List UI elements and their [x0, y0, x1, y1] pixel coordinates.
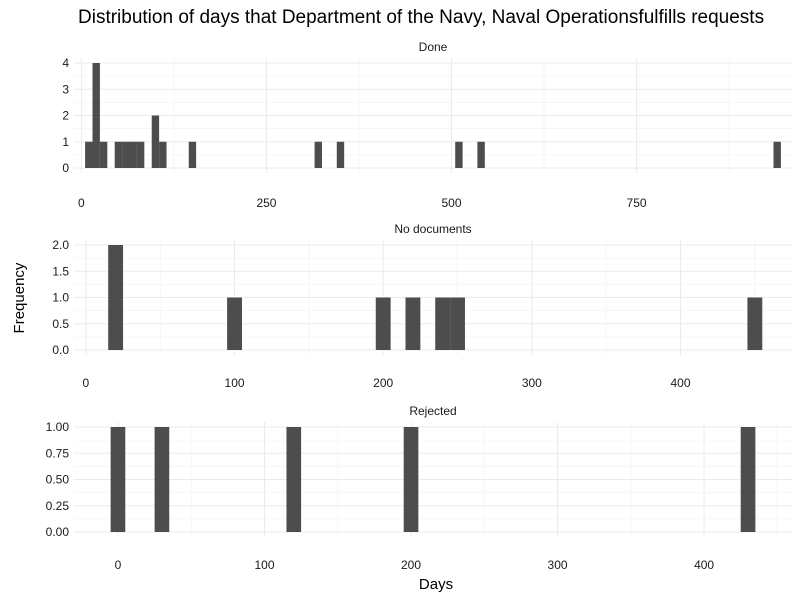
x-tick-label: 300	[522, 376, 542, 390]
x-tick-label: 400	[670, 376, 690, 390]
y-tick-label: 0.50	[46, 473, 70, 487]
y-tick-label: 1	[62, 135, 69, 149]
facet-strip-label: Rejected	[409, 404, 456, 418]
y-tick-label: 1.5	[52, 264, 69, 278]
histogram-bar	[740, 427, 756, 532]
y-tick-label: 4	[62, 56, 69, 70]
facet-strip-label: No documents	[394, 222, 471, 236]
histogram-bar	[122, 141, 130, 168]
x-tick-label: 100	[225, 376, 245, 390]
y-tick-label: 0.75	[46, 446, 70, 460]
histogram-bar	[227, 297, 242, 350]
x-tick-label: 0	[83, 376, 90, 390]
histogram-bar	[403, 427, 419, 532]
histogram-bar	[151, 115, 160, 168]
y-tick-label: 0	[62, 161, 69, 175]
x-tick-label: 500	[441, 196, 461, 210]
x-tick-label: 200	[373, 376, 393, 390]
chart-title: Distribution of days that Department of …	[78, 7, 764, 28]
histogram-bar	[773, 141, 781, 168]
x-tick-label: 300	[548, 558, 568, 572]
y-tick-label: 0.5	[52, 317, 69, 331]
histogram-bar	[435, 297, 451, 350]
histogram-bar	[477, 141, 485, 168]
x-tick-label: 750	[627, 196, 647, 210]
facet-panel-0: Done 0 250 500 750 0 1 2 3 4	[62, 40, 792, 210]
y-tick-label: 3	[62, 82, 69, 96]
x-tick-label: 400	[694, 558, 714, 572]
histogram-bar	[314, 141, 322, 168]
histogram-bar	[136, 141, 145, 168]
histogram-bar	[286, 427, 302, 532]
facet-panel-2: Rejected 0 100 200 300 400 0.00 0.25 0.50 0.75 1.0…	[46, 404, 792, 572]
histogram-bar	[110, 427, 126, 532]
histogram-bar	[336, 141, 345, 168]
histogram-bar	[108, 245, 124, 350]
y-axis-title: Frequency	[11, 262, 28, 333]
facet-panels: Done 0 250 500 750 0 1 2 3 4 No documents 0 100 200 30…	[46, 40, 792, 572]
histogram-bar	[188, 141, 197, 168]
x-tick-label: 0	[78, 196, 85, 210]
x-tick-label: 0	[115, 558, 122, 572]
y-tick-label: 0.00	[46, 525, 70, 539]
histogram-bar	[129, 141, 137, 168]
facet-strip-label: Done	[419, 40, 448, 54]
facet-panel-1: No documents 0 100 200 300 400 0.0 0.5 1.0 1.5 2.0	[52, 222, 792, 390]
histogram-bar	[450, 297, 465, 350]
histogram-bar	[85, 141, 93, 168]
y-tick-label: 1.0	[52, 291, 69, 305]
histogram-bar	[747, 297, 763, 350]
histogram-bar	[92, 63, 100, 168]
histogram-bar	[375, 297, 391, 350]
histogram-bar	[455, 141, 463, 168]
y-tick-label: 1.00	[46, 420, 70, 434]
y-tick-label: 2.0	[52, 238, 69, 252]
y-tick-label: 2	[62, 109, 69, 123]
histogram-bar	[405, 297, 421, 350]
y-tick-label: 0.0	[52, 343, 69, 357]
histogram-bar	[154, 427, 170, 532]
y-tick-label: 0.25	[46, 499, 70, 513]
x-tick-label: 200	[401, 558, 421, 572]
histogram-bar	[99, 141, 108, 168]
histogram-bar	[114, 141, 123, 168]
x-axis-title: Days	[419, 576, 453, 593]
x-tick-label: 100	[254, 558, 274, 572]
x-tick-label: 250	[256, 196, 276, 210]
histogram-bar	[159, 141, 167, 168]
